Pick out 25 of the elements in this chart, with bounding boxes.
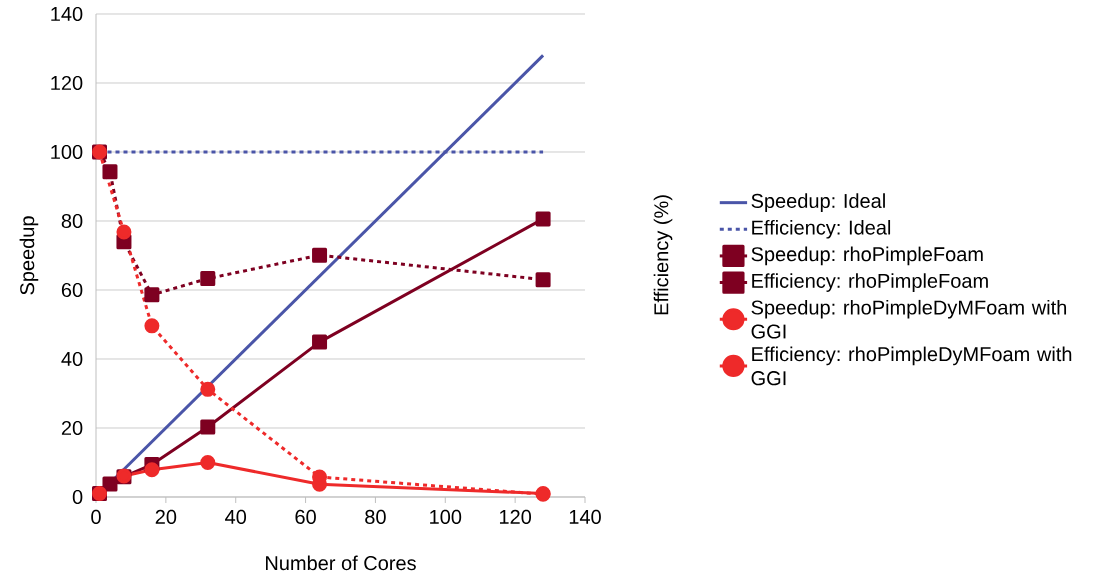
y-tick-label: 120 — [51, 75, 83, 91]
y2-axis-title: Efficiency (%) — [653, 195, 673, 315]
y-tick-label: 140 — [51, 6, 83, 22]
x-tick-label: 0 — [91, 509, 101, 524]
legend-label: Efficiency: rhoPimpleFoam — [752, 273, 988, 292]
x-tick-label: 60 — [295, 509, 316, 524]
y-tick-label: 100 — [51, 144, 83, 160]
x-tick-label: 140 — [569, 509, 601, 524]
legend-label: Efficiency: rhoPimpleDyMFoam with GGI — [751, 346, 1072, 386]
x-tick-label: 20 — [155, 509, 177, 524]
legend-label: Speedup: rhoPimpleFoam — [751, 246, 983, 266]
x-tick-label: 100 — [430, 509, 462, 524]
x-tick-label: 40 — [225, 509, 247, 524]
legend-label: Efficiency: Ideal — [752, 219, 891, 239]
y-tick-label: 0 — [72, 489, 83, 505]
y-tick-label: 20 — [61, 420, 83, 436]
legend-label: Speedup: rhoPimpleDyMFoam with GGI — [751, 299, 1067, 339]
y-tick-label: 60 — [61, 282, 83, 298]
x-axis-title: Number of Cores — [266, 555, 416, 571]
x-tick-label: 80 — [365, 509, 386, 524]
y-axis-title: Speedup — [19, 216, 39, 295]
y-tick-label: 40 — [61, 351, 83, 367]
x-tick-label: 120 — [499, 509, 532, 524]
legend-label: Speedup: Ideal — [751, 193, 885, 212]
y-tick-label: 80 — [61, 213, 83, 229]
